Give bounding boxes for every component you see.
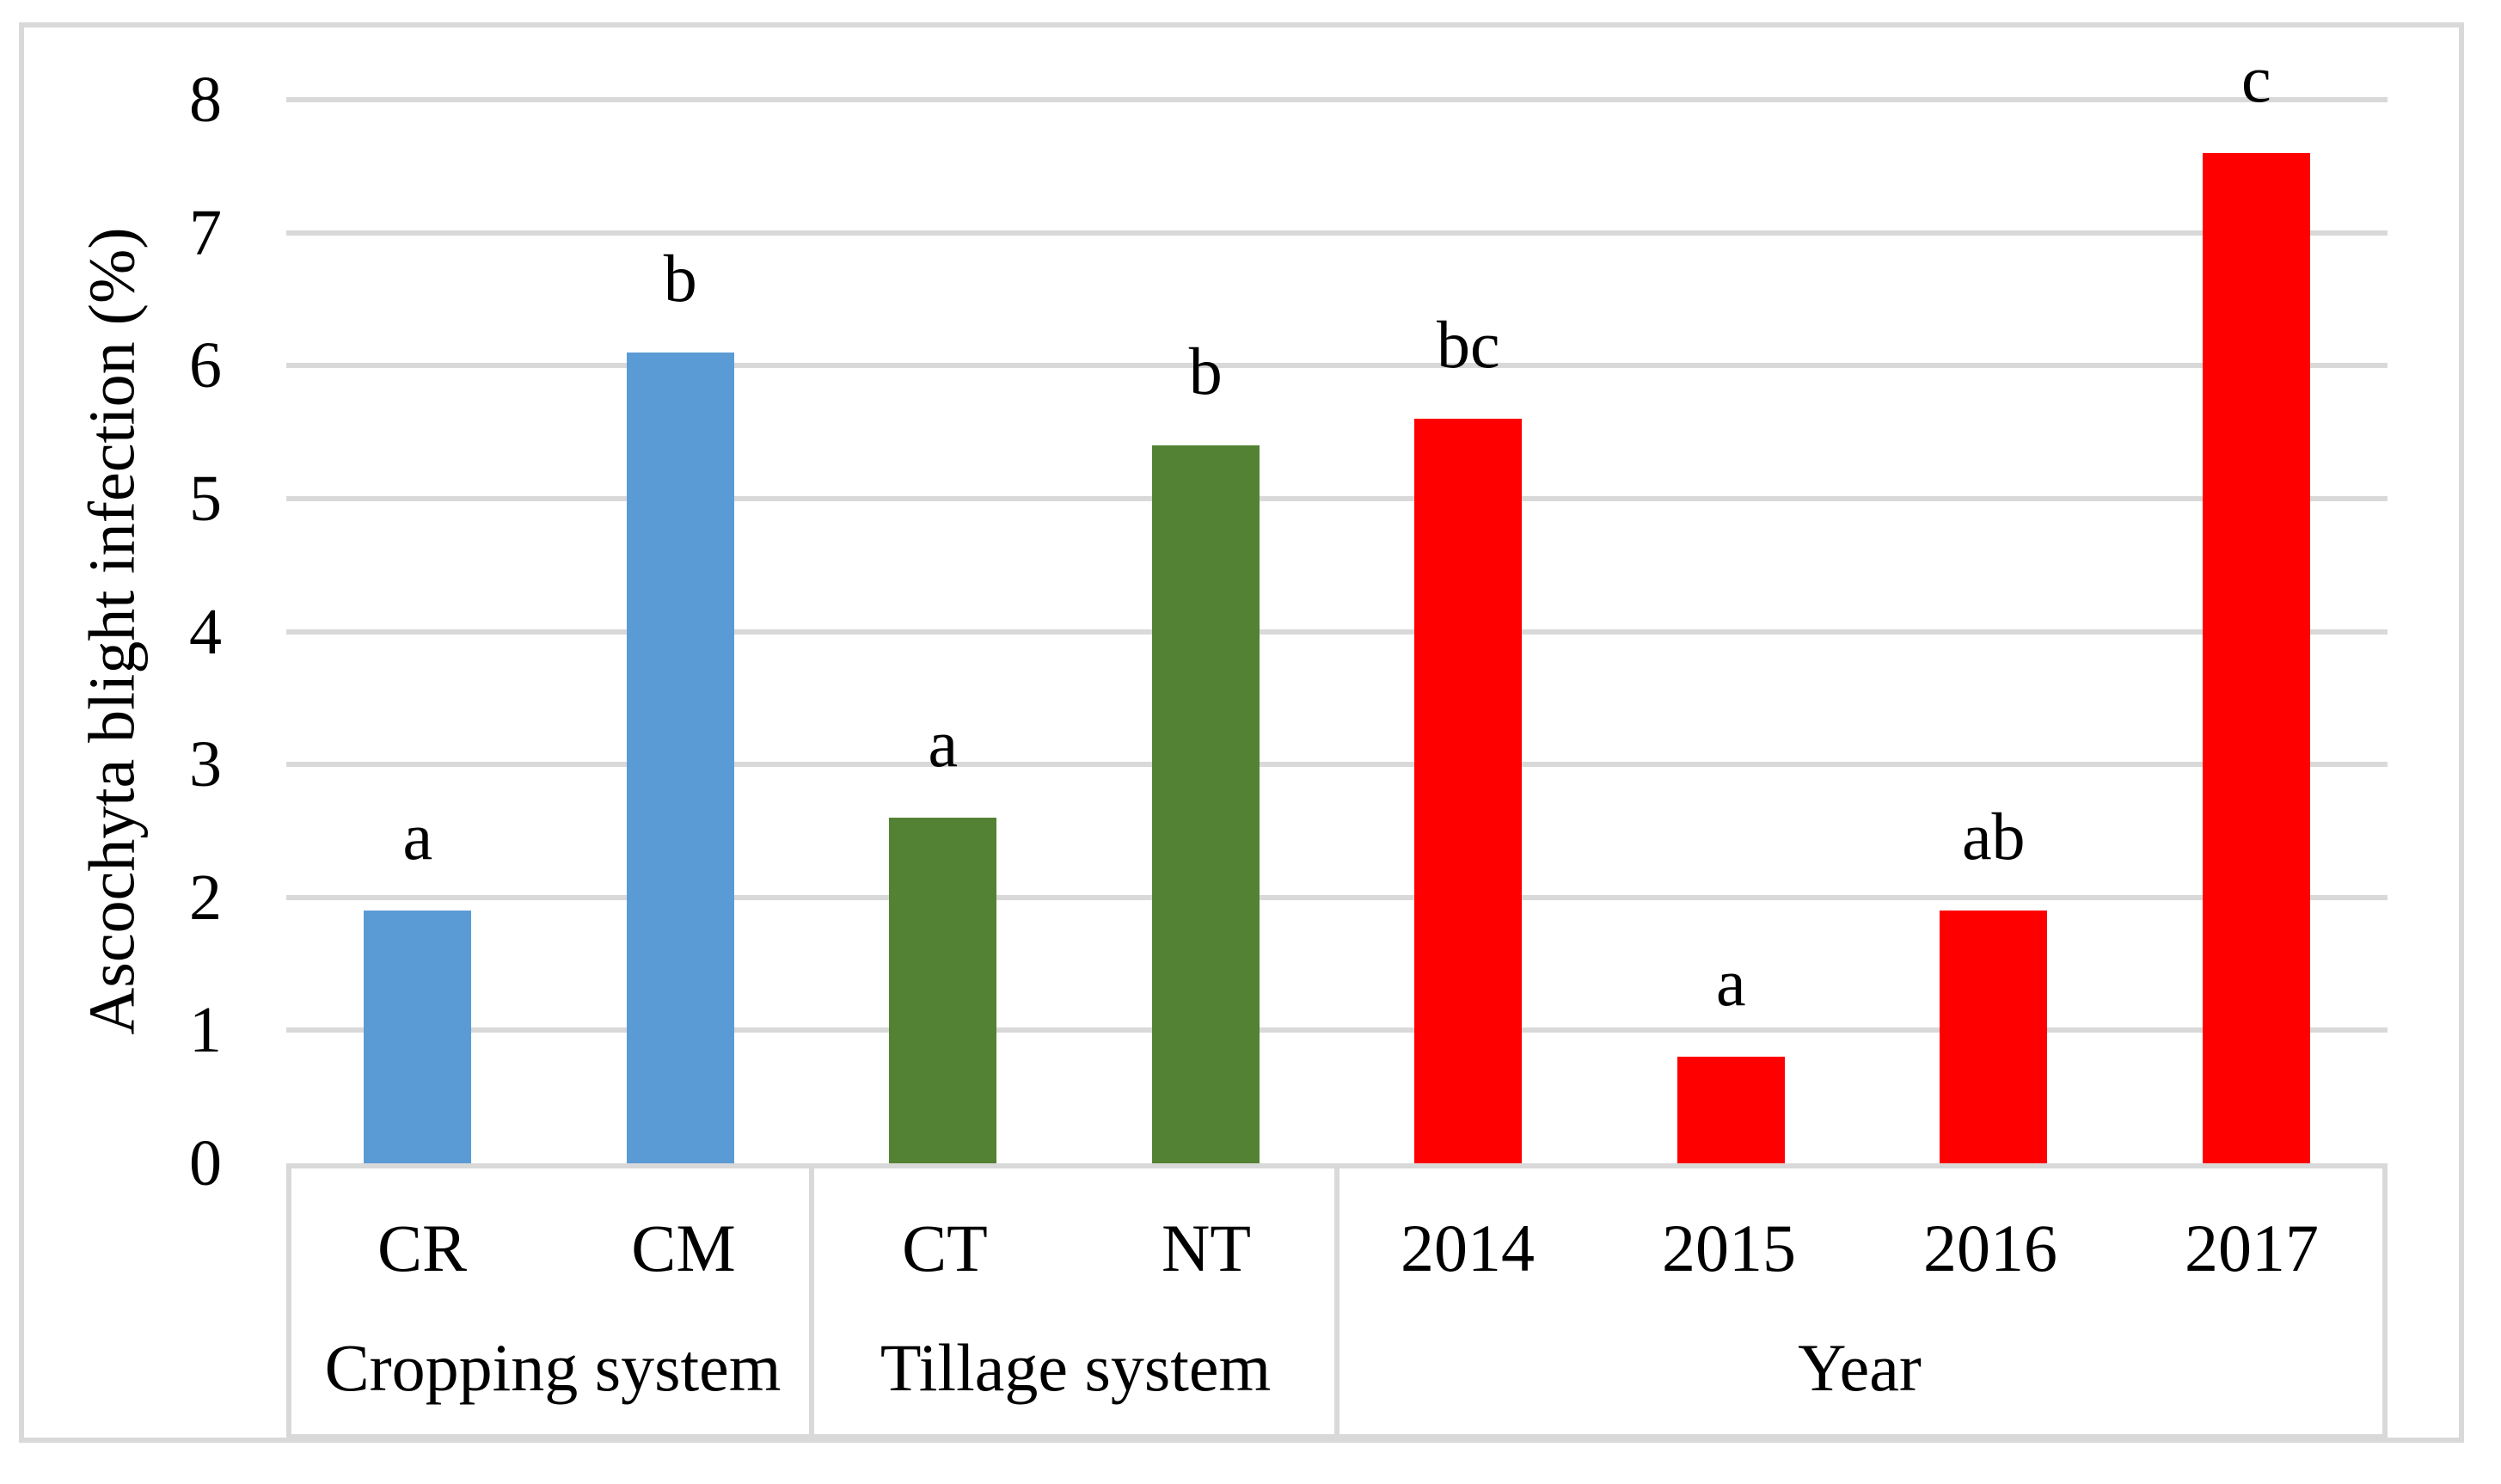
gridline-y-8 — [286, 97, 2388, 102]
significance-letter-2015: a — [1715, 945, 1746, 1021]
category-label-NT: NT — [1162, 1211, 1251, 1285]
category-label-CM: CM — [631, 1211, 736, 1285]
y-tick-label-5: 5 — [189, 462, 222, 535]
gridline-y-3 — [286, 762, 2388, 768]
bar-2015 — [1677, 1057, 1785, 1163]
y-tick-label-4: 4 — [189, 595, 222, 668]
significance-letter-CT: a — [928, 705, 959, 781]
significance-letter-NT: b — [1188, 334, 1223, 409]
gridline-y-7 — [286, 230, 2388, 236]
significance-letter-CM: b — [663, 240, 697, 316]
y-tick-label-3: 3 — [189, 728, 222, 801]
category-label-2014: 2014 — [1401, 1211, 1535, 1285]
y-tick-label-0: 0 — [189, 1127, 222, 1199]
plot-area: a b a b bc a ab c — [286, 45, 2388, 1163]
category-axis-table: CR CM CT NT 2014 2015 2016 2017 Cropping system T… — [286, 1163, 2388, 1439]
y-tick-label-7: 7 — [189, 196, 222, 269]
bar-2017 — [2202, 152, 2310, 1163]
bar-2016 — [1940, 911, 2048, 1163]
category-label-row: CR CM CT NT 2014 2015 2016 2017 — [291, 1168, 2382, 1302]
group-label-tillage-system: Tillage system — [880, 1330, 1272, 1405]
gridline-y-5 — [286, 495, 2388, 501]
significance-letter-2016: ab — [1961, 799, 2026, 874]
category-label-2016: 2016 — [1923, 1211, 2057, 1285]
group-label-row: Cropping system Tillage system Year — [291, 1302, 2382, 1434]
gridline-y-4 — [286, 629, 2388, 635]
significance-letter-CR: a — [402, 799, 433, 874]
figure-frame — [19, 22, 2464, 1443]
category-label-CR: CR — [377, 1211, 468, 1285]
y-tick-label-2: 2 — [189, 861, 222, 934]
group-label-cropping-system: Cropping system — [324, 1330, 782, 1405]
bar-CT — [889, 817, 997, 1163]
gridline-y-1 — [286, 1027, 2388, 1033]
bar-NT — [1151, 445, 1260, 1163]
bar-2014 — [1414, 419, 1523, 1163]
group-divider-1 — [809, 1168, 814, 1434]
gridline-y-6 — [286, 363, 2388, 369]
category-label-2015: 2015 — [1662, 1211, 1796, 1285]
category-label-2017: 2017 — [2185, 1211, 2319, 1285]
gridline-y-2 — [286, 894, 2388, 900]
significance-letter-2017: c — [2240, 40, 2271, 116]
bar-CR — [364, 911, 472, 1163]
y-tick-label-8: 8 — [189, 64, 222, 136]
group-label-year: Year — [1798, 1330, 1922, 1405]
bar-CM — [626, 352, 734, 1163]
y-tick-label-6: 6 — [189, 329, 222, 402]
group-divider-2 — [1334, 1168, 1339, 1434]
y-tick-label-1: 1 — [189, 994, 222, 1067]
significance-letter-2014: bc — [1436, 307, 1500, 383]
category-label-CT: CT — [902, 1211, 988, 1285]
